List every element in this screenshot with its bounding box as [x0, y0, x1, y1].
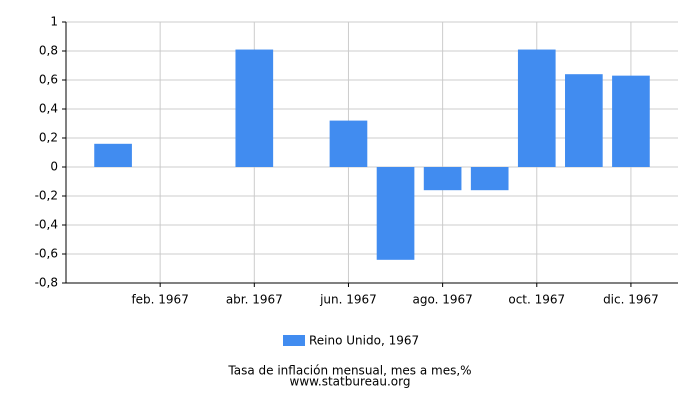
y-tick-label: -0,8 [35, 276, 58, 290]
y-tick-label: 0 [50, 160, 58, 174]
y-tick-label: 0,8 [39, 44, 58, 58]
x-tick-label: dic. 1967 [603, 293, 659, 307]
bar [470, 167, 509, 191]
bar [329, 120, 368, 167]
y-tick-label: 1 [50, 15, 58, 29]
bar [423, 167, 462, 191]
chart-source: www.statbureau.org [290, 375, 411, 389]
legend-swatch [283, 335, 305, 346]
x-tick-label: abr. 1967 [226, 293, 283, 307]
y-tick-label: 0,2 [39, 131, 58, 145]
chart-subtitle: Tasa de inflación mensual, mes a mes,% [227, 364, 471, 378]
bar [376, 167, 415, 260]
y-tick-label: 0,4 [39, 102, 58, 116]
y-tick-label: 0,6 [39, 73, 58, 87]
bar [565, 74, 603, 167]
legend-label: Reino Unido, 1967 [309, 334, 419, 348]
y-tick-label: -0,6 [35, 247, 58, 261]
x-tick-label: ago. 1967 [412, 293, 472, 307]
x-tick-label: feb. 1967 [131, 293, 188, 307]
y-tick-label: -0,2 [35, 189, 58, 203]
bar [94, 143, 132, 167]
x-tick-label: oct. 1967 [508, 293, 565, 307]
bar [612, 75, 650, 167]
x-tick-label: jun. 1967 [319, 293, 377, 307]
bar [517, 49, 556, 167]
bar [235, 49, 274, 167]
y-tick-label: -0,4 [35, 218, 58, 232]
